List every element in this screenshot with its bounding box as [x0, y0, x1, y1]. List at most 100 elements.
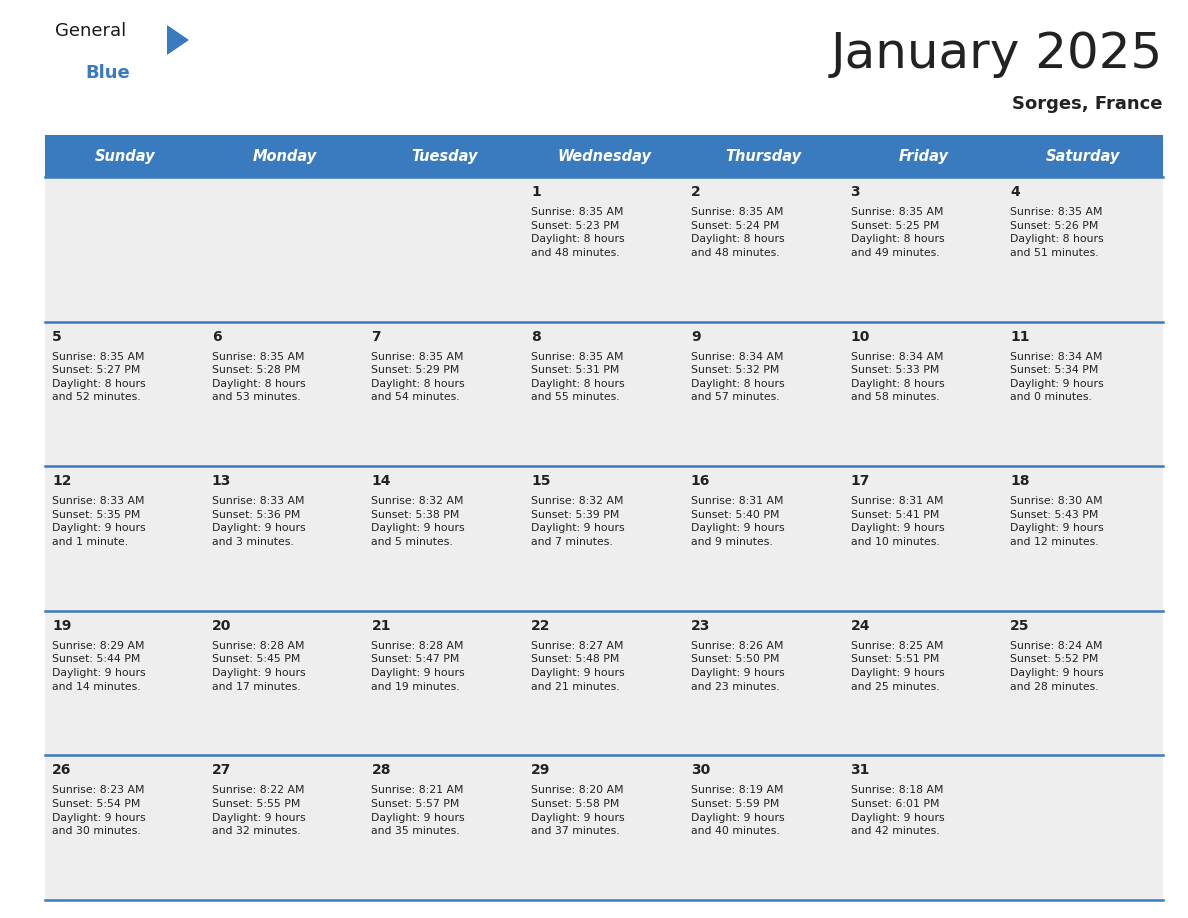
Bar [524, 135, 684, 177]
Bar [684, 466, 843, 610]
Text: 7: 7 [372, 330, 381, 343]
Bar [684, 610, 843, 756]
Text: 22: 22 [531, 619, 551, 633]
Bar [365, 177, 524, 321]
Bar [1004, 135, 1163, 177]
Text: 12: 12 [52, 475, 71, 488]
Text: Sunrise: 8:34 AM
Sunset: 5:32 PM
Daylight: 8 hours
and 57 minutes.: Sunrise: 8:34 AM Sunset: 5:32 PM Dayligh… [691, 352, 784, 402]
Text: Sunrise: 8:24 AM
Sunset: 5:52 PM
Daylight: 9 hours
and 28 minutes.: Sunrise: 8:24 AM Sunset: 5:52 PM Dayligh… [1010, 641, 1104, 691]
Bar [204, 756, 365, 900]
Text: 14: 14 [372, 475, 391, 488]
Text: Sunrise: 8:33 AM
Sunset: 5:36 PM
Daylight: 9 hours
and 3 minutes.: Sunrise: 8:33 AM Sunset: 5:36 PM Dayligh… [211, 497, 305, 547]
Text: 9: 9 [691, 330, 701, 343]
Text: 15: 15 [531, 475, 551, 488]
Text: 11: 11 [1010, 330, 1030, 343]
Bar [843, 177, 1004, 321]
Bar [204, 177, 365, 321]
Text: 16: 16 [691, 475, 710, 488]
Text: 30: 30 [691, 764, 710, 778]
Bar [365, 610, 524, 756]
Bar [45, 756, 204, 900]
Text: Sunrise: 8:35 AM
Sunset: 5:25 PM
Daylight: 8 hours
and 49 minutes.: Sunrise: 8:35 AM Sunset: 5:25 PM Dayligh… [851, 207, 944, 258]
Bar [204, 610, 365, 756]
Text: Wednesday: Wednesday [557, 149, 651, 163]
Text: 23: 23 [691, 619, 710, 633]
Text: Sunrise: 8:29 AM
Sunset: 5:44 PM
Daylight: 9 hours
and 14 minutes.: Sunrise: 8:29 AM Sunset: 5:44 PM Dayligh… [52, 641, 146, 691]
Text: 1: 1 [531, 185, 541, 199]
Bar [524, 321, 684, 466]
Text: 6: 6 [211, 330, 221, 343]
Bar [45, 135, 204, 177]
Bar [1004, 756, 1163, 900]
Text: Sunrise: 8:28 AM
Sunset: 5:45 PM
Daylight: 9 hours
and 17 minutes.: Sunrise: 8:28 AM Sunset: 5:45 PM Dayligh… [211, 641, 305, 691]
Bar [365, 466, 524, 610]
Text: Sunrise: 8:25 AM
Sunset: 5:51 PM
Daylight: 9 hours
and 25 minutes.: Sunrise: 8:25 AM Sunset: 5:51 PM Dayligh… [851, 641, 944, 691]
Bar [1004, 466, 1163, 610]
Text: Monday: Monday [252, 149, 317, 163]
Text: Saturday: Saturday [1045, 149, 1120, 163]
Bar [843, 135, 1004, 177]
Bar [45, 610, 204, 756]
Text: 29: 29 [531, 764, 550, 778]
Text: Sunrise: 8:33 AM
Sunset: 5:35 PM
Daylight: 9 hours
and 1 minute.: Sunrise: 8:33 AM Sunset: 5:35 PM Dayligh… [52, 497, 146, 547]
Text: 26: 26 [52, 764, 71, 778]
Text: Sunrise: 8:34 AM
Sunset: 5:33 PM
Daylight: 8 hours
and 58 minutes.: Sunrise: 8:34 AM Sunset: 5:33 PM Dayligh… [851, 352, 944, 402]
Text: Sunrise: 8:32 AM
Sunset: 5:39 PM
Daylight: 9 hours
and 7 minutes.: Sunrise: 8:32 AM Sunset: 5:39 PM Dayligh… [531, 497, 625, 547]
Text: Sunrise: 8:31 AM
Sunset: 5:41 PM
Daylight: 9 hours
and 10 minutes.: Sunrise: 8:31 AM Sunset: 5:41 PM Dayligh… [851, 497, 944, 547]
Text: Friday: Friday [898, 149, 948, 163]
Polygon shape [168, 25, 189, 55]
Bar [684, 321, 843, 466]
Text: 19: 19 [52, 619, 71, 633]
Text: Tuesday: Tuesday [411, 149, 478, 163]
Text: Sorges, France: Sorges, France [1012, 95, 1163, 113]
Text: 8: 8 [531, 330, 541, 343]
Text: Sunrise: 8:19 AM
Sunset: 5:59 PM
Daylight: 9 hours
and 40 minutes.: Sunrise: 8:19 AM Sunset: 5:59 PM Dayligh… [691, 786, 784, 836]
Bar [524, 177, 684, 321]
Text: January 2025: January 2025 [830, 30, 1163, 78]
Text: 31: 31 [851, 764, 870, 778]
Text: Sunrise: 8:34 AM
Sunset: 5:34 PM
Daylight: 9 hours
and 0 minutes.: Sunrise: 8:34 AM Sunset: 5:34 PM Dayligh… [1010, 352, 1104, 402]
Text: 17: 17 [851, 475, 870, 488]
Text: 3: 3 [851, 185, 860, 199]
Bar [843, 466, 1004, 610]
Text: 27: 27 [211, 764, 232, 778]
Text: Sunrise: 8:22 AM
Sunset: 5:55 PM
Daylight: 9 hours
and 32 minutes.: Sunrise: 8:22 AM Sunset: 5:55 PM Dayligh… [211, 786, 305, 836]
Bar [204, 135, 365, 177]
Text: Sunrise: 8:23 AM
Sunset: 5:54 PM
Daylight: 9 hours
and 30 minutes.: Sunrise: 8:23 AM Sunset: 5:54 PM Dayligh… [52, 786, 146, 836]
Text: 4: 4 [1010, 185, 1020, 199]
Text: Sunrise: 8:35 AM
Sunset: 5:31 PM
Daylight: 8 hours
and 55 minutes.: Sunrise: 8:35 AM Sunset: 5:31 PM Dayligh… [531, 352, 625, 402]
Text: Sunrise: 8:27 AM
Sunset: 5:48 PM
Daylight: 9 hours
and 21 minutes.: Sunrise: 8:27 AM Sunset: 5:48 PM Dayligh… [531, 641, 625, 691]
Text: Sunrise: 8:35 AM
Sunset: 5:27 PM
Daylight: 8 hours
and 52 minutes.: Sunrise: 8:35 AM Sunset: 5:27 PM Dayligh… [52, 352, 146, 402]
Bar [1004, 321, 1163, 466]
Text: Sunrise: 8:35 AM
Sunset: 5:23 PM
Daylight: 8 hours
and 48 minutes.: Sunrise: 8:35 AM Sunset: 5:23 PM Dayligh… [531, 207, 625, 258]
Text: Thursday: Thursday [726, 149, 802, 163]
Text: Sunrise: 8:35 AM
Sunset: 5:29 PM
Daylight: 8 hours
and 54 minutes.: Sunrise: 8:35 AM Sunset: 5:29 PM Dayligh… [372, 352, 465, 402]
Text: Sunrise: 8:31 AM
Sunset: 5:40 PM
Daylight: 9 hours
and 9 minutes.: Sunrise: 8:31 AM Sunset: 5:40 PM Dayligh… [691, 497, 784, 547]
Text: Sunrise: 8:21 AM
Sunset: 5:57 PM
Daylight: 9 hours
and 35 minutes.: Sunrise: 8:21 AM Sunset: 5:57 PM Dayligh… [372, 786, 465, 836]
Text: Sunday: Sunday [95, 149, 156, 163]
Text: 25: 25 [1010, 619, 1030, 633]
Text: Sunrise: 8:35 AM
Sunset: 5:24 PM
Daylight: 8 hours
and 48 minutes.: Sunrise: 8:35 AM Sunset: 5:24 PM Dayligh… [691, 207, 784, 258]
Text: 20: 20 [211, 619, 232, 633]
Bar [524, 610, 684, 756]
Text: 13: 13 [211, 475, 232, 488]
Bar [843, 321, 1004, 466]
Bar [684, 177, 843, 321]
Text: 21: 21 [372, 619, 391, 633]
Text: 24: 24 [851, 619, 870, 633]
Text: 28: 28 [372, 764, 391, 778]
Bar [843, 756, 1004, 900]
Text: Sunrise: 8:18 AM
Sunset: 6:01 PM
Daylight: 9 hours
and 42 minutes.: Sunrise: 8:18 AM Sunset: 6:01 PM Dayligh… [851, 786, 944, 836]
Text: 10: 10 [851, 330, 870, 343]
Bar [524, 756, 684, 900]
Text: Sunrise: 8:28 AM
Sunset: 5:47 PM
Daylight: 9 hours
and 19 minutes.: Sunrise: 8:28 AM Sunset: 5:47 PM Dayligh… [372, 641, 465, 691]
Bar [204, 466, 365, 610]
Bar [45, 177, 204, 321]
Bar [45, 466, 204, 610]
Text: Sunrise: 8:35 AM
Sunset: 5:28 PM
Daylight: 8 hours
and 53 minutes.: Sunrise: 8:35 AM Sunset: 5:28 PM Dayligh… [211, 352, 305, 402]
Bar [843, 610, 1004, 756]
Bar [684, 135, 843, 177]
Text: 2: 2 [691, 185, 701, 199]
Bar [1004, 177, 1163, 321]
Bar [365, 321, 524, 466]
